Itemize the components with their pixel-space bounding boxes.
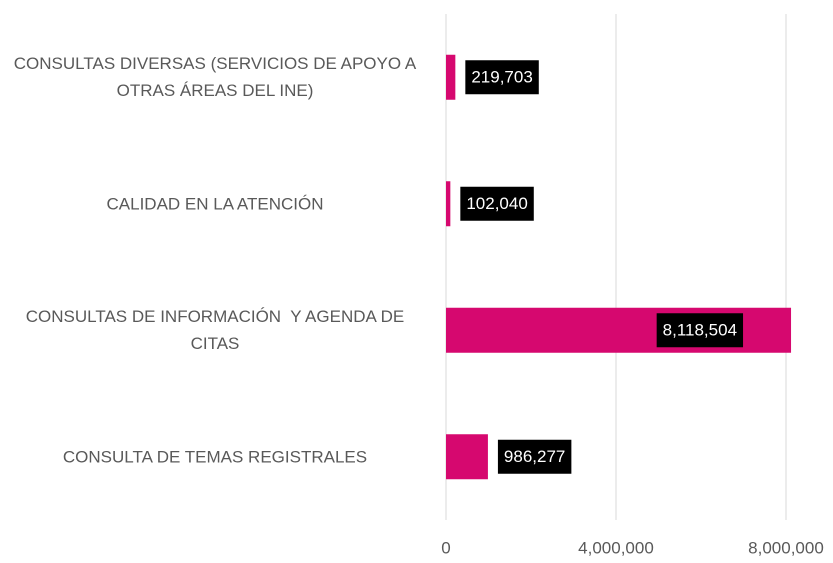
x-tick-label: 8,000,000 xyxy=(748,538,824,557)
bar xyxy=(446,181,451,227)
value-label: 102,040 xyxy=(466,194,527,213)
category-label: CONSULTAS DE INFORMACIÓN Y AGENDA DE CIT… xyxy=(25,307,409,354)
value-label-box xyxy=(460,186,534,221)
value-label: 986,277 xyxy=(504,447,565,466)
category-label: CALIDAD EN LA ATENCIÓN xyxy=(106,194,324,214)
value-label-box xyxy=(656,313,744,348)
value-label-box xyxy=(497,439,572,474)
value-label: 219,703 xyxy=(471,68,532,87)
bar xyxy=(446,54,456,100)
category-label: CONSULTA DE TEMAS REGISTRALES xyxy=(62,447,368,467)
bar xyxy=(446,434,488,480)
value-label: 8,118,504 xyxy=(663,321,737,340)
x-tick-label: 0 xyxy=(441,538,450,557)
category-label: CONSULTAS DIVERSAS (SERVICIOS DE APOYO A… xyxy=(13,54,421,101)
value-label-box xyxy=(465,60,539,95)
x-tick-label: 4,000,000 xyxy=(578,538,654,557)
